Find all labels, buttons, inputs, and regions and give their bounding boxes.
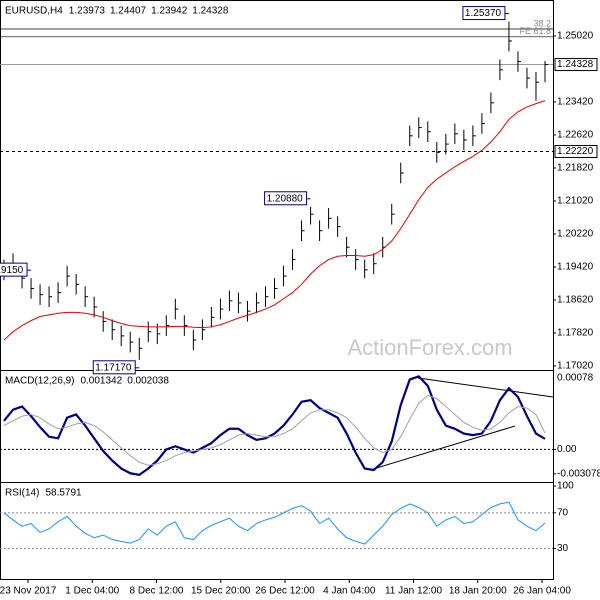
indicator-line — [3, 394, 546, 466]
x-tick-label: 18 Jan 20:00 — [449, 586, 507, 597]
y-tick-label: 30 — [557, 543, 569, 554]
y-tick-label: 70 — [557, 507, 569, 518]
x-tick-label: 8 Dec 12:00 — [130, 586, 184, 597]
fib-label: FE 61.8 — [519, 26, 551, 36]
y-tick-label: 100 — [557, 481, 574, 492]
plot-frame — [0, 0, 554, 580]
x-tick-label: 15 Dec 20:00 — [191, 586, 251, 597]
y-tick-label: 1.22620 — [557, 130, 594, 141]
x-tick-label: 23 Nov 2017 — [0, 586, 57, 597]
price-annotation: 1.25370 — [465, 8, 502, 19]
fib-label: 38.2 — [533, 18, 551, 28]
price-annotation: 1.19150 — [0, 265, 24, 276]
y-tick-label: 1.18620 — [557, 295, 594, 306]
price-annotation: 1.20880 — [267, 193, 304, 204]
panel-quote: 1.24328 — [192, 6, 229, 17]
price-level-box — [554, 145, 598, 159]
moving-average — [3, 100, 546, 341]
trend-line — [417, 377, 554, 398]
panel-quote: 1.23942 — [151, 6, 188, 17]
panel-quote: 0.001342 — [80, 376, 122, 387]
panel-quote: 1.24407 — [110, 6, 147, 17]
price-level-label: 1.24328 — [557, 59, 594, 70]
watermark: ActionForex.com — [347, 335, 512, 360]
price-level-box — [554, 58, 598, 72]
panel-title: EURUSD,H4 — [5, 6, 63, 17]
y-tick-label: 1.17820 — [557, 328, 594, 339]
panel-quote: 0.002038 — [127, 376, 169, 387]
panel-title: MACD(12,26,9) — [5, 376, 74, 387]
trend-line — [369, 425, 516, 471]
panel-quote: 58.5791 — [45, 488, 82, 499]
y-tick-label: 1.19420 — [557, 262, 594, 273]
panel-quote: 1.23973 — [69, 6, 106, 17]
y-tick-label: 1.25020 — [557, 31, 594, 42]
x-tick-label: 26 Jan 04:00 — [513, 586, 571, 597]
indicator-line — [3, 375, 546, 477]
y-tick-label: 0.00 — [557, 444, 577, 455]
indicator-line — [3, 501, 546, 545]
y-tick-label: 1.21020 — [557, 196, 594, 207]
x-tick-label: 1 Dec 04:00 — [65, 586, 119, 597]
y-tick-label: -0.003078 — [557, 469, 600, 480]
x-tick-label: 26 Dec 12:00 — [255, 586, 315, 597]
price-annotation: 1.17170 — [95, 362, 132, 373]
price-level-label: 1.22220 — [557, 146, 594, 157]
panel-title: RSI(14) — [5, 488, 39, 499]
y-tick-label: 1.20220 — [557, 229, 594, 240]
x-tick-label: 4 Jan 04:00 — [323, 586, 376, 597]
scale-note: 0.00078 — [557, 373, 594, 384]
y-tick-label: 1.17020 — [557, 361, 594, 372]
x-tick-label: 11 Jan 12:00 — [385, 586, 443, 597]
y-tick-label: 1.21820 — [557, 163, 594, 174]
y-tick-label: 1.23420 — [557, 97, 594, 108]
